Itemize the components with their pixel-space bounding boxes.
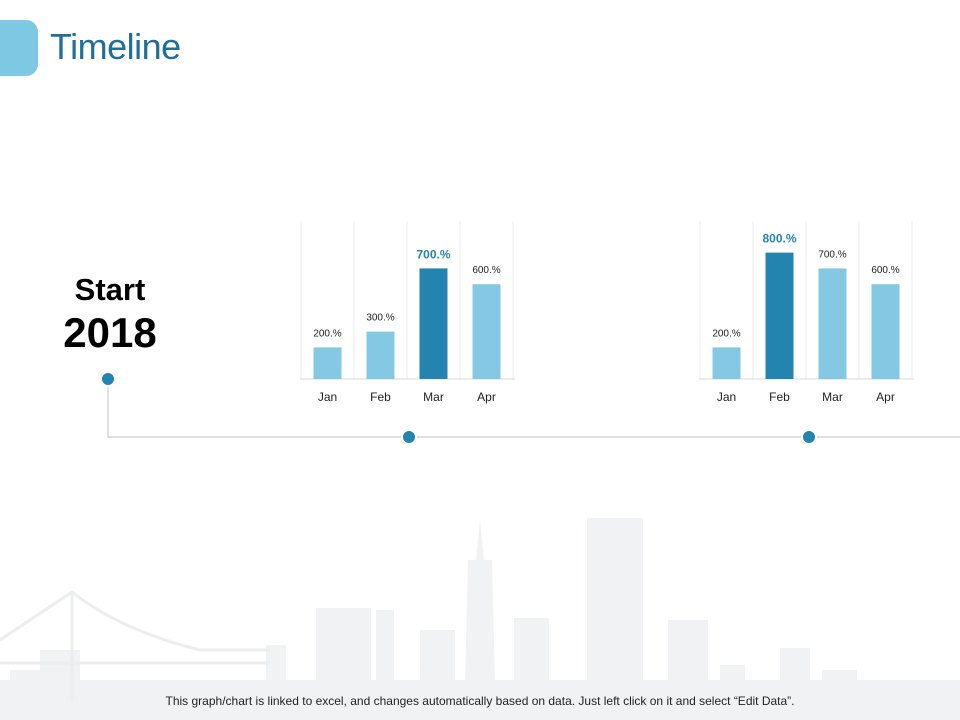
- data-label: 700.%: [818, 249, 846, 260]
- tick-label: Feb: [370, 390, 391, 404]
- bar-mar[interactable]: [419, 268, 448, 379]
- bar-chart-2[interactable]: 200.% Jan 800.% Feb 700.% Mar 600.% Apr: [699, 215, 914, 415]
- bar-jan[interactable]: [712, 347, 741, 379]
- data-label: 200.%: [712, 328, 740, 339]
- bar-apr[interactable]: [472, 284, 501, 379]
- data-label: 600.%: [871, 265, 899, 276]
- tick-label: Feb: [769, 390, 790, 404]
- tick-label: Apr: [876, 390, 895, 404]
- tick-label: Jan: [717, 390, 736, 404]
- data-label: 600.%: [472, 265, 500, 276]
- start-block: Start 2018: [40, 272, 180, 358]
- bar-jan[interactable]: [313, 347, 342, 379]
- data-label: 200.%: [313, 328, 341, 339]
- bar-mar[interactable]: [818, 268, 847, 379]
- tick-label: Jan: [318, 390, 337, 404]
- data-label: 700.%: [416, 247, 450, 261]
- bar-apr[interactable]: [871, 284, 900, 379]
- timeline-dot-2: [801, 429, 817, 445]
- tick-label: Mar: [423, 390, 444, 404]
- timeline-dot-1: [401, 429, 417, 445]
- page-title: Timeline: [50, 26, 181, 67]
- bar-feb[interactable]: [366, 331, 395, 379]
- data-label: 300.%: [366, 313, 394, 324]
- start-label: Start: [74, 272, 146, 307]
- accent-tab: [0, 20, 38, 76]
- footer-note: This graph/chart is linked to excel, and…: [165, 694, 795, 708]
- skyline-illustration: [0, 518, 960, 720]
- bar-chart-1[interactable]: 200.% Jan 300.% Feb 700.% Mar 600.% Apr: [300, 215, 515, 415]
- data-label: 800.%: [762, 232, 796, 246]
- start-year: 2018: [63, 309, 157, 356]
- tick-label: Mar: [822, 390, 843, 404]
- bar-feb[interactable]: [765, 252, 794, 379]
- timeline-dot-start: [100, 371, 116, 387]
- tick-label: Apr: [477, 390, 496, 404]
